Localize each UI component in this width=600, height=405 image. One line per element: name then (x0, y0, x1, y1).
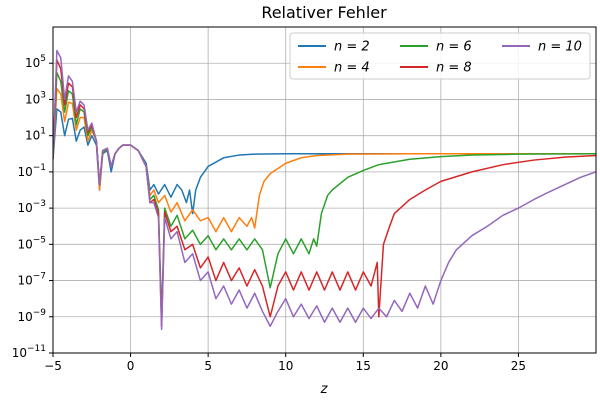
legend: n = 2 n = 4 n = 6 n = 8 n = 10 (289, 32, 591, 80)
y-tick-label: 10−9 (17, 308, 46, 324)
legend-label: n = 10 (538, 40, 582, 55)
legend-label: n = 4 (334, 61, 370, 76)
chart-title: Relativer Fehler (261, 3, 387, 22)
x-tick-label: 5 (204, 359, 212, 373)
series-line-5 (53, 49, 596, 331)
series-line-1 (53, 108, 596, 215)
x-tick-label: 10 (278, 359, 293, 373)
x-tick-label: 25 (511, 359, 526, 373)
y-tick-label: 10−7 (17, 272, 46, 288)
y-tick-label: 10−3 (17, 199, 46, 215)
x-tick-label: 0 (127, 359, 135, 373)
plot-area (53, 49, 596, 331)
series-line-3 (53, 71, 596, 318)
grid (52, 27, 596, 354)
x-tick-label: −5 (44, 359, 62, 373)
x-axis-label: z (320, 382, 329, 397)
y-tick-label: 103 (25, 90, 46, 106)
y-tick-label: 10−11 (12, 344, 46, 360)
y-tick-label: 10−5 (17, 235, 46, 251)
legend-label: n = 8 (436, 61, 472, 76)
y-tick-label: 105 (25, 54, 46, 70)
legend-label: n = 6 (436, 40, 472, 55)
axes-frame (52, 26, 597, 354)
axis-ticks: −5 0 5 10 15 20 25 10−11 10−9 10−7 10−5 10−3 10−1 101… (12, 54, 526, 373)
legend-box (289, 32, 591, 80)
x-tick-label: 15 (356, 359, 371, 373)
series-line-4 (53, 59, 596, 327)
x-tick-label: 20 (433, 359, 448, 373)
series-line-2 (53, 87, 596, 233)
y-tick-label: 10−1 (17, 163, 46, 179)
legend-label: n = 2 (334, 40, 370, 55)
y-tick-label: 101 (25, 127, 46, 143)
